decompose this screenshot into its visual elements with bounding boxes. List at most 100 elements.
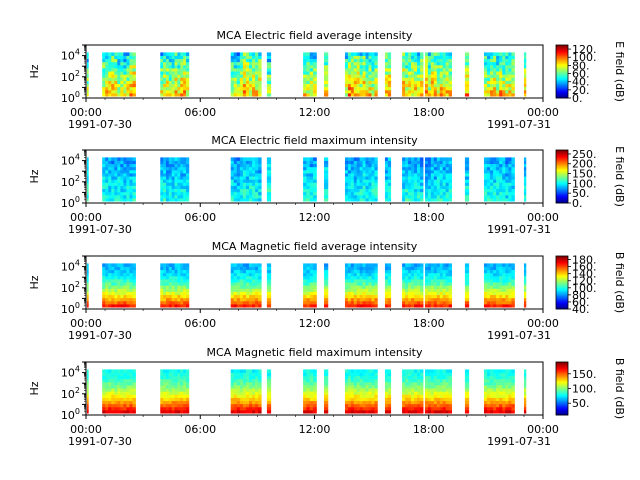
spectrogram-cell [490,269,494,274]
spectrogram-cell [374,269,378,274]
spectrogram-cell [123,397,127,402]
spectrogram-cell [490,375,494,380]
spectrogram-cell [245,403,250,408]
spectrogram-cell [236,77,241,81]
spectrogram-cell [420,282,424,286]
spectrogram-cell [180,391,184,395]
spectrogram-cell [252,269,256,274]
spectrogram-cell [266,80,272,85]
colorbar-swatch [556,91,568,94]
spectrogram-cell [242,275,247,280]
spectrogram-cell [359,191,364,196]
spectrogram-cell [374,93,378,97]
spectrogram-cell [483,185,488,190]
spectrogram-cell [464,188,470,193]
spectrogram-cell [309,378,314,383]
spectrogram-cell [464,64,470,69]
spectrogram-cell [374,191,378,196]
spectrogram-cell [487,369,491,373]
spectrogram-cell [402,394,406,398]
spectrogram-cell [168,288,173,292]
spectrogram-cell [405,304,409,308]
spectrogram-cell [523,86,527,91]
spectrogram-cell [132,282,136,286]
spectrogram-cell [405,74,409,78]
spectrogram-cell [511,375,515,380]
spectrogram-cell [523,266,527,271]
spectrogram-cell [405,391,409,395]
spectrogram-cell [433,275,438,280]
spectrogram-cell [252,263,256,267]
spectrogram-cell [309,185,314,190]
spectrogram-cell [511,160,515,165]
spectrogram-cell [490,388,494,392]
spectrogram-cell [102,285,106,289]
spectrogram-cell [436,173,441,177]
spectrogram-cell [448,58,452,63]
spectrogram-cell [442,400,447,405]
spectrogram-cell [245,285,250,289]
spectrogram-cell [445,74,450,78]
spectrogram-cell [464,157,470,161]
spectrogram-cell [353,378,358,383]
spectrogram-cell [356,93,361,97]
spectrogram-cell [424,64,429,69]
spectrogram-cell [114,282,118,286]
spectrogram-cell [442,297,447,302]
spectrogram-cell [177,397,181,402]
spectrogram-cell [230,272,235,277]
spectrogram-cell [424,58,429,63]
spectrogram-cell [448,176,452,180]
spectrogram-cell [417,272,421,277]
spectrogram-cell [236,391,241,395]
spectrogram-cell [123,198,127,202]
spectrogram-cell [417,194,421,199]
spectrogram-cell [258,89,262,94]
spectrogram-cell [230,304,235,308]
spectrogram-cell [180,163,184,168]
spectrogram-cell [420,279,424,283]
spectrogram-cell [427,372,432,377]
spectrogram-cell [430,391,435,395]
spectrogram-cell [177,68,181,72]
spectrogram-cell [430,263,435,267]
x-tick-label: 06:00 [184,106,216,119]
spectrogram-cell [129,191,133,196]
spectrogram-cell [387,157,392,161]
spectrogram-cell [420,86,424,91]
spectrogram-cell [433,93,438,97]
spectrogram-cell [408,80,412,85]
spectrogram-cell [252,61,256,66]
spectrogram-cell [123,182,127,186]
spectrogram-cell [255,263,259,267]
spectrogram-cell [102,279,106,283]
spectrogram-cell [414,279,418,283]
spectrogram-cell [493,83,497,88]
colorbar-swatch [556,165,568,168]
spectrogram-cell [105,191,109,196]
spectrogram-cell [384,83,389,88]
spectrogram-cell [114,61,118,66]
colorbar-swatch [556,290,568,293]
spectrogram-cell [502,68,506,72]
spectrogram-cell [132,279,136,283]
colorbar-swatch [556,413,568,416]
spectrogram-cell [230,64,235,69]
spectrogram-cell [493,291,497,296]
spectrogram-cell [523,369,527,373]
spectrogram-cell [483,397,488,402]
spectrogram-cell [111,163,115,168]
spectrogram-cell [233,86,238,91]
spectrogram-cell [239,163,244,168]
spectrogram-cell [242,74,247,78]
spectrogram-cell [384,394,389,398]
spectrogram-cell [496,169,500,174]
spectrogram-cell [233,71,238,75]
spectrogram-cell [306,61,311,66]
spectrogram-cell [132,77,136,81]
spectrogram-cell [163,397,167,402]
spectrogram-cell [258,294,262,299]
spectrogram-cell [359,397,364,402]
spectrogram-cell [368,74,372,78]
spectrogram-cell [371,375,375,380]
